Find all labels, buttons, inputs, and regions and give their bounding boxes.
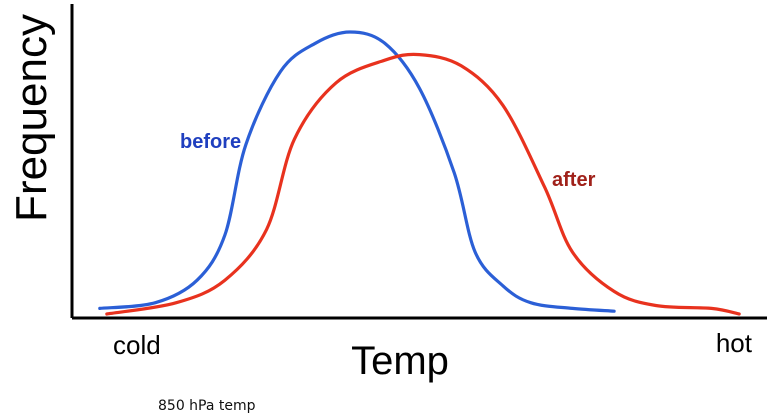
- series-layer: [98, 30, 741, 316]
- x-start-label: cold: [113, 330, 161, 360]
- axes: [70, 4, 767, 320]
- x-axis-label: Temp: [351, 339, 449, 383]
- series-label-after: after: [552, 169, 596, 191]
- series-line-before: [98, 30, 616, 313]
- x-end-label: hot: [716, 328, 753, 358]
- series-label-before: before: [180, 131, 241, 153]
- series-line-after: [105, 52, 741, 316]
- y-axis-label: Frequency: [7, 14, 56, 222]
- caption: 850 hPa temp: [158, 398, 256, 414]
